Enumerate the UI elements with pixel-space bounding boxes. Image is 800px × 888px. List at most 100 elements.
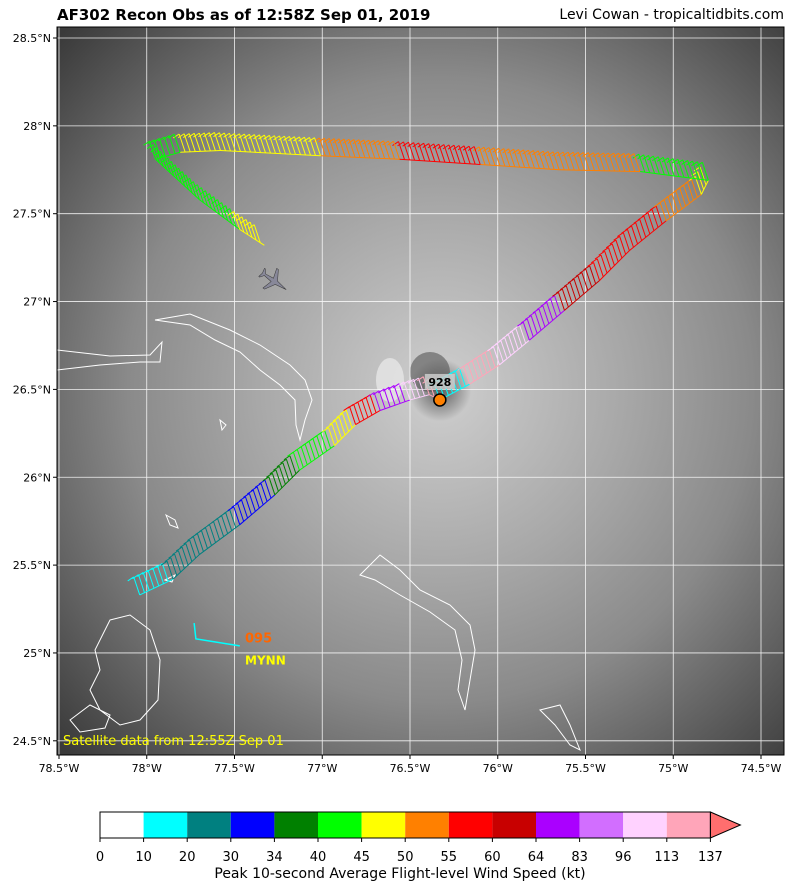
wind-barb (256, 486, 264, 505)
wind-barb (561, 288, 569, 308)
wind-barb (167, 157, 175, 177)
wind-barb (547, 151, 555, 170)
wind-barb (217, 518, 225, 537)
wind-barb (488, 349, 496, 368)
lat-tick-label: 25.5°N (13, 559, 51, 572)
wind-barb-flag (548, 295, 555, 301)
wind-barb (562, 151, 570, 171)
wind-barb (157, 565, 165, 584)
wind-barb-flag (227, 506, 235, 512)
wind-barb-flag (218, 132, 225, 138)
wind-barb-flag (172, 167, 180, 173)
wind-barb-flag (148, 139, 155, 145)
wind-barb (343, 138, 351, 158)
wind-barb (274, 135, 281, 154)
wind-barb-flag (372, 140, 379, 145)
wind-barb (304, 137, 311, 156)
lat-tick-label: 26.5°N (13, 383, 51, 396)
wind-barb (557, 292, 565, 311)
wind-barb (483, 147, 491, 166)
wind-barb-flag (246, 489, 254, 495)
wind-barb (690, 179, 698, 198)
wind-barb (588, 152, 595, 171)
lat-tick-label: 24.5°N (13, 735, 51, 748)
airplane-icon (258, 267, 287, 290)
wind-barb-flag (248, 134, 255, 139)
wind-barb-flag (258, 479, 266, 485)
wind-barb (183, 133, 191, 152)
wind-barb-flag (313, 137, 320, 143)
wind-barb-flag (327, 138, 335, 144)
wind-barb (423, 143, 431, 162)
wind-barb-flag (563, 281, 571, 287)
wind-barb-flag (587, 152, 594, 158)
wind-barb-flag (497, 148, 505, 153)
wind-barb-flag (622, 153, 630, 158)
wind-barb (188, 133, 196, 152)
lon-tick-label: 78°W (132, 762, 162, 775)
wind-barb (572, 152, 580, 171)
wind-barb (316, 435, 324, 454)
wind-barb (365, 397, 373, 416)
wind-barb (596, 258, 604, 277)
wind-barb (403, 141, 411, 161)
wind-barb-flag (143, 140, 150, 146)
wind-barb-flag (607, 152, 614, 158)
wind-barb (672, 158, 680, 177)
wind-barb (338, 416, 346, 436)
colorbar-swatch (579, 812, 624, 838)
wind-barb (333, 138, 341, 157)
wind-barb-flag (223, 132, 230, 138)
wind-barb-flag (127, 576, 135, 582)
wind-barb-flag (367, 139, 375, 145)
wind-barb (500, 340, 508, 359)
colorbar-swatch (187, 812, 231, 838)
wind-barb (622, 232, 630, 251)
wind-barb-flag (253, 134, 260, 140)
colorbar-tick-label: 0 (96, 850, 104, 865)
wind-barb-flag (283, 455, 291, 461)
wind-barb (633, 153, 641, 172)
wind-barb (369, 394, 377, 413)
wind-barb (198, 132, 206, 152)
wind-barb (577, 275, 585, 294)
wind-barb (569, 282, 577, 301)
wind-barb-flag (472, 146, 480, 152)
track-segment (529, 309, 565, 341)
wind-barb-flag (527, 150, 534, 155)
wind-barb (701, 162, 709, 181)
wind-barb (488, 147, 496, 166)
wind-barb (223, 132, 231, 152)
wind-barb-flag (412, 377, 419, 383)
lat-tick-label: 28°N (23, 120, 51, 133)
wind-barb (373, 392, 381, 411)
wind-barb (662, 157, 670, 176)
wind-barb-flag (357, 139, 365, 145)
track-segment (469, 364, 500, 385)
wind-barb-flag (487, 147, 495, 153)
wind-barb-flag (397, 381, 405, 387)
storm-center-marker[interactable] (433, 393, 447, 407)
wind-barb (331, 423, 339, 443)
wind-barb-flag (412, 142, 419, 148)
wind-barb-flag (537, 150, 544, 156)
lon-tick-label: 77°W (307, 762, 337, 775)
wind-barb-flag (322, 427, 329, 433)
wind-barb-flag (551, 151, 559, 157)
wind-barb-flag (656, 156, 664, 162)
wind-barb (177, 550, 185, 569)
wind-barb-flag (183, 539, 190, 545)
track-segment (700, 180, 709, 195)
wind-barb (687, 160, 695, 179)
wind-barb-flag (165, 161, 172, 166)
wind-barb-flag (168, 164, 176, 170)
wind-barb-flag (392, 383, 400, 389)
wind-barb (213, 132, 221, 151)
wind-barb-flag (231, 213, 239, 219)
wind-barb (358, 139, 366, 158)
wind-barb (353, 404, 361, 423)
wind-barb (342, 413, 350, 432)
wind-barb (475, 357, 483, 377)
wind-barb (463, 145, 471, 165)
wind-barb (181, 171, 189, 190)
